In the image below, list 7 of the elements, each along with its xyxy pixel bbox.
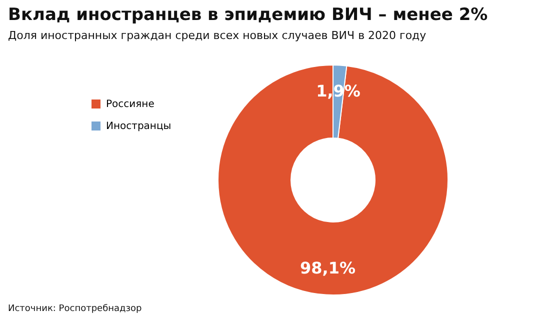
legend-label: Иностранцы bbox=[106, 121, 172, 132]
chart-subtitle: Доля иностранных граждан среди всех новых случаев ВИЧ в 2020 году bbox=[8, 29, 427, 42]
text: Источник: Роспотребнадзор bbox=[8, 304, 142, 314]
chart-title: Вклад иностранцев в эпидемию ВИЧ – менее 2% bbox=[8, 5, 488, 25]
donut-slice bbox=[218, 64, 448, 296]
data-label: 98,1% bbox=[300, 258, 356, 278]
legend-label: Россияне bbox=[106, 99, 154, 110]
